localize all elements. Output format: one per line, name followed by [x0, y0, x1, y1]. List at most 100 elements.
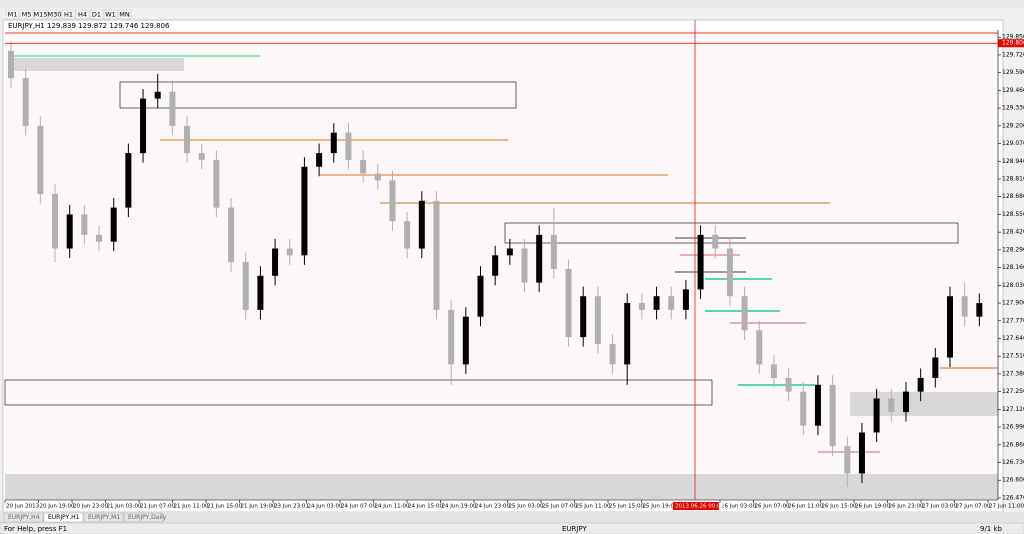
- timeframe-button[interactable]: [89, 9, 104, 20]
- x-tick-label: 25 Jun 11:00: [576, 504, 611, 510]
- candle-body: [917, 378, 924, 392]
- x-tick-label: 20 Jun 19:00: [40, 504, 75, 510]
- y-tick-label: 126.600: [1002, 477, 1024, 484]
- y-tick-label: 128.680: [1002, 193, 1024, 200]
- candle-body: [946, 296, 953, 358]
- candle-body: [858, 432, 865, 474]
- timeframe-button[interactable]: [47, 9, 62, 20]
- candle-body: [8, 50, 14, 79]
- candle-body: [492, 255, 499, 276]
- y-tick-label: 127.510: [1002, 353, 1024, 360]
- candle-body: [125, 153, 132, 208]
- candle-body: [580, 296, 587, 338]
- candle-body: [404, 221, 411, 249]
- candle-body: [228, 207, 235, 263]
- x-tick-label: 21 Jun 19:00: [241, 504, 276, 510]
- y-tick-label: 128.810: [1002, 175, 1024, 182]
- candle-body: [741, 296, 748, 331]
- timeframe-label[interactable]: M30: [48, 11, 62, 19]
- candle-body: [565, 268, 572, 338]
- y-tick-label: 129.720: [1002, 51, 1024, 58]
- x-tick-label: 21 Jun 11:00: [174, 504, 209, 510]
- y-tick-label: 127.250: [1002, 388, 1024, 395]
- x-tick-label: 27 Jun 07:00: [956, 504, 991, 510]
- tab-label[interactable]: EURJPY,H1: [48, 514, 80, 521]
- tab-label[interactable]: EURJPY,M1: [88, 514, 120, 521]
- y-tick-label: 126.860: [1002, 441, 1024, 448]
- candle-body: [536, 234, 543, 283]
- plot-area: [5, 30, 998, 500]
- x-tick-label: 25 Jun 07:00: [542, 504, 577, 510]
- zone: [10, 58, 184, 71]
- timeframe-button[interactable]: [19, 9, 34, 20]
- candle-body: [316, 153, 323, 167]
- x-tick-label: 24 Jun 11:00: [375, 504, 410, 510]
- cursor-time: 2013.06.26 00:00: [675, 504, 725, 510]
- x-tick-label: 26 Jun 15:00: [822, 504, 857, 510]
- x-tick-label: 21 Jun 07:00: [140, 504, 175, 510]
- x-tick-label: 20 Jun 2013: [6, 504, 40, 510]
- y-tick-label: 127.770: [1002, 317, 1024, 324]
- tab-label[interactable]: EURJPY,Daily: [128, 514, 167, 521]
- y-tick-label: 128.030: [1002, 282, 1024, 289]
- zone: [850, 392, 998, 416]
- y-tick-label: 128.420: [1002, 229, 1024, 236]
- candle-body: [756, 330, 763, 365]
- y-tick-label: 127.640: [1002, 335, 1024, 342]
- candle-body: [829, 384, 836, 447]
- x-tick-label: 25 Jun 15:00: [609, 504, 644, 510]
- y-tick-label: 126.730: [1002, 459, 1024, 466]
- y-tick-label: 128.550: [1002, 211, 1024, 218]
- timeframe-button[interactable]: [61, 9, 76, 20]
- bid-label: 129.806: [1002, 40, 1024, 47]
- timeframe-label[interactable]: H4: [78, 11, 87, 19]
- timeframe-label[interactable]: D1: [92, 11, 101, 19]
- timeframe-label[interactable]: H1: [64, 11, 73, 19]
- candle-body: [374, 173, 381, 181]
- timeframe-button[interactable]: [117, 9, 132, 20]
- candle-body: [360, 159, 367, 174]
- x-tick-label: 27 Jun 03:00: [922, 504, 957, 510]
- timeframe-bar: [0, 8, 1024, 20]
- x-tick-label: 21 Jun 03:00: [107, 504, 142, 510]
- candle-body: [712, 234, 719, 249]
- candle-body: [301, 166, 308, 256]
- candle-body: [286, 248, 293, 256]
- timeframe-button[interactable]: [33, 9, 48, 20]
- tab[interactable]: [123, 512, 164, 523]
- candle-body: [448, 309, 455, 365]
- candle-body: [477, 275, 484, 317]
- status-symbol: EURJPY: [562, 525, 588, 533]
- timeframe-label[interactable]: M1: [8, 11, 18, 19]
- rectangle-object: [119, 81, 517, 109]
- timeframe-button[interactable]: [75, 9, 90, 20]
- x-tick-label: 25 Jun 19:00: [643, 504, 678, 510]
- y-tick-label: 128.160: [1002, 264, 1024, 271]
- timeframe-button[interactable]: [5, 9, 20, 20]
- x-tick-label: 25 Jun 03:00: [509, 504, 544, 510]
- candle-body: [22, 78, 29, 126]
- x-tick-label: 24 Jun 19:00: [442, 504, 477, 510]
- candle-body: [389, 180, 396, 222]
- y-tick-label: 129.850: [1002, 34, 1024, 41]
- tab[interactable]: [3, 512, 44, 523]
- status-traffic: 9/1 kb: [980, 525, 1003, 533]
- candle-body: [873, 398, 880, 433]
- x-tick-label: 26 Jun 19:00: [855, 504, 890, 510]
- tab[interactable]: [43, 512, 84, 523]
- candle-body: [668, 296, 675, 310]
- y-tick-label: 129.590: [1002, 69, 1024, 76]
- timeframe-label[interactable]: M15: [34, 11, 48, 19]
- y-tick-label: 127.380: [1002, 370, 1024, 377]
- timeframe-button[interactable]: [103, 9, 118, 20]
- timeframe-label[interactable]: MN: [119, 11, 130, 19]
- x-tick-label: 26 Jun 07:00: [755, 504, 790, 510]
- tab[interactable]: [83, 512, 124, 523]
- candle-body: [902, 391, 909, 413]
- x-tick-label: 23 Jun 23:01: [274, 504, 309, 510]
- y-tick-label: 126.470: [1002, 494, 1024, 501]
- timeframe-label[interactable]: M5: [22, 11, 32, 19]
- timeframe-label[interactable]: W1: [105, 11, 116, 19]
- tab-label[interactable]: EURJPY,H4: [8, 514, 40, 521]
- x-tick-label: 20 Jun 23:00: [73, 504, 108, 510]
